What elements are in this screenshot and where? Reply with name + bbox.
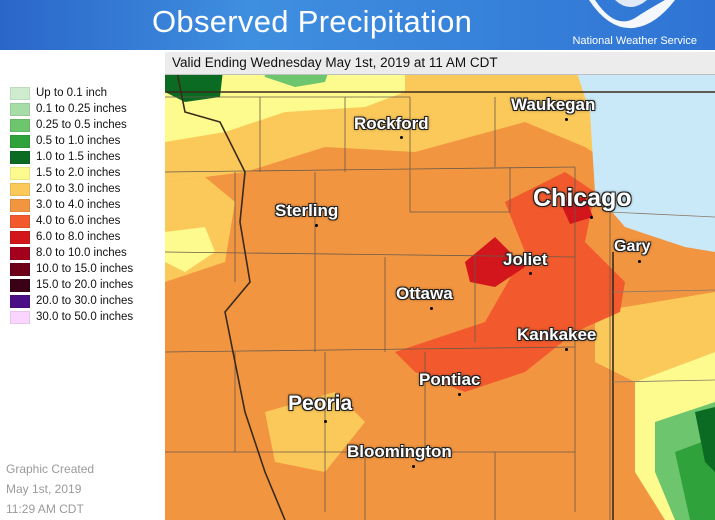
- legend-item: 1.0 to 1.5 inches: [10, 149, 133, 165]
- legend-label: 0.25 to 0.5 inches: [36, 119, 127, 131]
- legend-label: 8.0 to 10.0 inches: [36, 247, 127, 259]
- legend-swatch: [10, 262, 30, 276]
- legend-swatch: [10, 278, 30, 292]
- legend-item: 0.25 to 0.5 inches: [10, 117, 133, 133]
- legend-label: 0.5 to 1.0 inches: [36, 135, 121, 147]
- city-label-ottawa: Ottawa: [396, 284, 453, 303]
- city-dot-gary: [638, 260, 641, 263]
- legend-item: 2.0 to 3.0 inches: [10, 181, 133, 197]
- legend-item: 8.0 to 10.0 inches: [10, 245, 133, 261]
- precipitation-legend: Up to 0.1 inch 0.1 to 0.25 inches 0.25 to …: [10, 85, 133, 325]
- legend-swatch: [10, 86, 30, 100]
- precipitation-map: [165, 52, 715, 520]
- nws-logo-icon: [589, 0, 675, 29]
- agency-name: National Weather Service: [572, 35, 697, 47]
- legend-item: 20.0 to 30.0 inches: [10, 293, 133, 309]
- city-label-bloomington: Bloomington: [347, 442, 452, 461]
- legend-item: 10.0 to 15.0 inches: [10, 261, 133, 277]
- city-label-rockford: Rockford: [354, 114, 429, 133]
- city-dot-joliet: [529, 272, 532, 275]
- legend-swatch: [10, 150, 30, 164]
- legend-swatch: [10, 310, 30, 324]
- legend-swatch: [10, 214, 30, 228]
- legend-item: 1.5 to 2.0 inches: [10, 165, 133, 181]
- city-label-sterling: Sterling: [275, 201, 339, 220]
- graphic-created-note: Graphic Created May 1st, 2019 11:29 AM C…: [6, 459, 94, 519]
- legend-item: 3.0 to 4.0 inches: [10, 197, 133, 213]
- map-svg: [165, 52, 715, 520]
- city-label-kankakee: Kankakee: [517, 325, 597, 344]
- legend-swatch: [10, 118, 30, 132]
- city-dot-rockford: [400, 136, 403, 139]
- credit-line-3: 11:29 AM CDT: [6, 502, 84, 516]
- city-label-pontiac: Pontiac: [419, 370, 481, 389]
- city-dot-kankakee: [565, 348, 568, 351]
- legend-label: 0.1 to 0.25 inches: [36, 103, 127, 115]
- city-dot-waukegan: [565, 118, 568, 121]
- page-title: Observed Precipitation: [152, 4, 473, 39]
- city-dot-ottawa: [430, 307, 433, 310]
- legend-label: 10.0 to 15.0 inches: [36, 263, 134, 275]
- city-label-joliet: Joliet: [503, 250, 548, 269]
- legend-label: 15.0 to 20.0 inches: [36, 279, 134, 291]
- legend-label: 2.0 to 3.0 inches: [36, 183, 121, 195]
- legend-swatch: [10, 294, 30, 308]
- city-dot-peoria: [324, 420, 327, 423]
- city-dot-pontiac: [458, 393, 461, 396]
- city-label-chicago: Chicago: [533, 184, 632, 212]
- legend-swatch: [10, 166, 30, 180]
- legend-swatch: [10, 230, 30, 244]
- legend-label: 1.5 to 2.0 inches: [36, 167, 121, 179]
- legend-item: 4.0 to 6.0 inches: [10, 213, 133, 229]
- legend-item: 0.1 to 0.25 inches: [10, 101, 133, 117]
- legend-label: 30.0 to 50.0 inches: [36, 311, 134, 323]
- legend-label: 4.0 to 6.0 inches: [36, 215, 121, 227]
- legend-swatch: [10, 134, 30, 148]
- legend-swatch: [10, 198, 30, 212]
- valid-period-text: Valid Ending Wednesday May 1st, 2019 at …: [172, 55, 498, 70]
- city-dot-sterling: [315, 224, 318, 227]
- credit-line-2: May 1st, 2019: [6, 482, 82, 496]
- valid-period-bar: Valid Ending Wednesday May 1st, 2019 at …: [165, 52, 715, 75]
- legend-label: 20.0 to 30.0 inches: [36, 295, 134, 307]
- credit-line-1: Graphic Created: [6, 462, 95, 476]
- legend-item: 30.0 to 50.0 inches: [10, 309, 133, 325]
- legend-label: Up to 0.1 inch: [36, 87, 107, 99]
- legend-swatch: [10, 246, 30, 260]
- legend-item: Up to 0.1 inch: [10, 85, 133, 101]
- header-banner: Observed Precipitation National Weather …: [0, 0, 715, 50]
- city-label-gary: Gary: [614, 238, 651, 255]
- city-label-peoria: Peoria: [288, 392, 353, 415]
- legend-item: 15.0 to 20.0 inches: [10, 277, 133, 293]
- legend-label: 6.0 to 8.0 inches: [36, 231, 121, 243]
- legend-label: 3.0 to 4.0 inches: [36, 199, 121, 211]
- legend-item: 0.5 to 1.0 inches: [10, 133, 133, 149]
- legend-swatch: [10, 102, 30, 116]
- city-dot-chicago: [590, 216, 593, 219]
- legend-item: 6.0 to 8.0 inches: [10, 229, 133, 245]
- city-label-waukegan: Waukegan: [511, 95, 596, 114]
- city-dot-bloomington: [412, 465, 415, 468]
- legend-label: 1.0 to 1.5 inches: [36, 151, 121, 163]
- legend-swatch: [10, 182, 30, 196]
